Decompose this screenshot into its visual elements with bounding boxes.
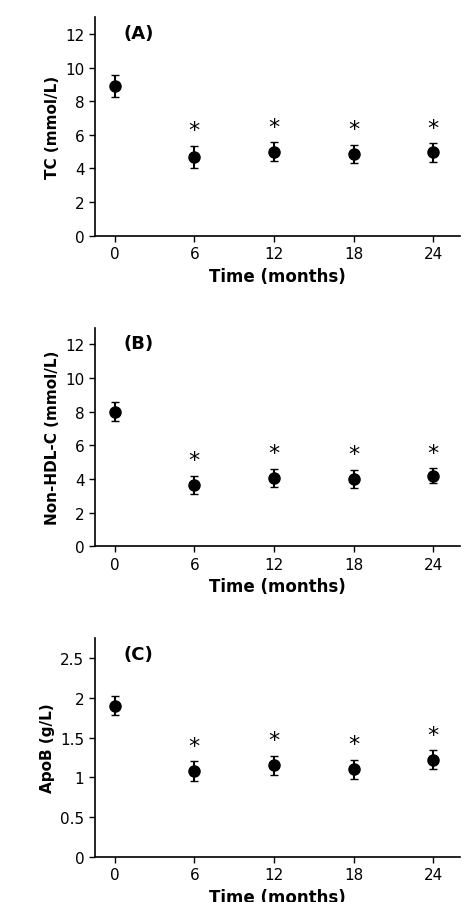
Text: *: * [268,731,280,750]
Text: *: * [189,736,200,756]
Text: *: * [348,120,359,141]
Text: *: * [348,445,359,465]
Text: *: * [268,444,280,464]
Text: (B): (B) [124,335,154,353]
X-axis label: Time (months): Time (months) [209,577,346,595]
Text: *: * [428,119,439,139]
Text: *: * [189,451,200,471]
Y-axis label: TC (mmol/L): TC (mmol/L) [45,76,60,179]
Text: *: * [348,734,359,755]
Text: *: * [428,725,439,745]
Text: (A): (A) [124,24,155,42]
Text: *: * [268,118,280,138]
Y-axis label: ApoB (g/L): ApoB (g/L) [40,703,55,793]
X-axis label: Time (months): Time (months) [209,888,346,902]
X-axis label: Time (months): Time (months) [209,267,346,285]
Y-axis label: Non-HDL-C (mmol/L): Non-HDL-C (mmol/L) [45,350,60,525]
Text: (C): (C) [124,645,154,663]
Text: *: * [428,443,439,463]
Text: *: * [189,121,200,141]
